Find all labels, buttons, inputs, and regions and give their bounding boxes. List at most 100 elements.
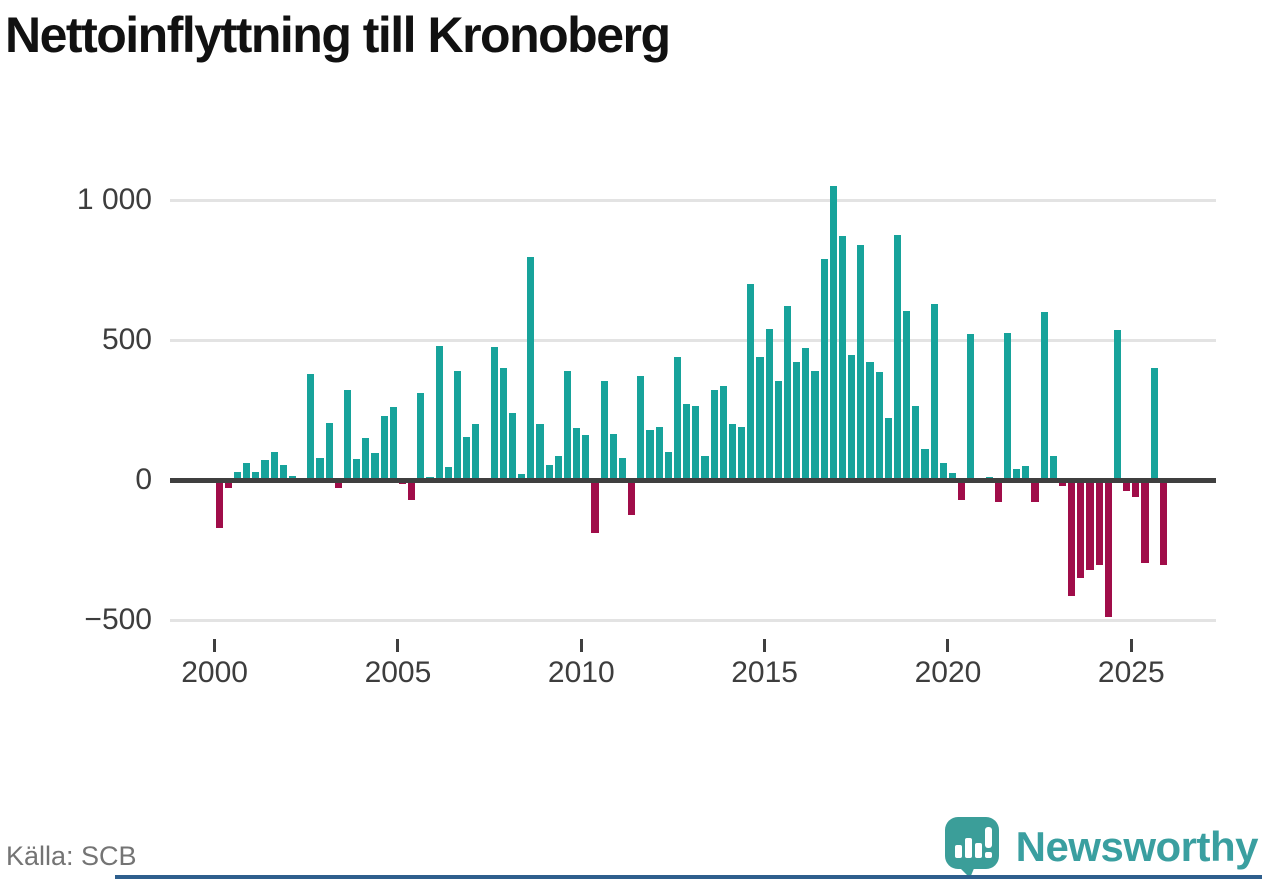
bar-q64 bbox=[802, 348, 810, 480]
bar-q49 bbox=[664, 452, 672, 480]
bar-q30 bbox=[490, 347, 498, 480]
x-axis-label-2015: 2015 bbox=[731, 656, 798, 689]
bar-q54 bbox=[710, 390, 718, 480]
x-axis-label-2025: 2025 bbox=[1097, 656, 1165, 689]
bar-q97 bbox=[1104, 480, 1112, 618]
source-label: Källa: SCB bbox=[6, 841, 137, 871]
bar-q55 bbox=[719, 386, 727, 480]
chart-title: Nettoinflyttning till Kronoberg bbox=[5, 7, 671, 63]
bar-q6 bbox=[270, 452, 278, 480]
bar-q85 bbox=[994, 480, 1002, 503]
bar-q43 bbox=[609, 433, 617, 480]
newsworthy-wordmark: Newsworthy bbox=[1015, 823, 1259, 870]
y-axis-label-500: 500 bbox=[101, 323, 152, 356]
bar-q44 bbox=[618, 457, 627, 480]
bar-q5 bbox=[261, 460, 269, 480]
bar-q57 bbox=[738, 426, 746, 480]
bar-q88 bbox=[1022, 466, 1030, 480]
newsworthy-bubble-chart-icon bbox=[944, 817, 999, 878]
bar-q86 bbox=[1003, 333, 1012, 480]
bar-q100 bbox=[1132, 480, 1140, 497]
bar-q26 bbox=[453, 370, 462, 480]
bar-q19 bbox=[389, 407, 397, 480]
bar-q33 bbox=[518, 474, 526, 480]
x-axis-tick-2000 bbox=[213, 639, 217, 652]
bar-q95 bbox=[1086, 480, 1094, 570]
bar-q11 bbox=[316, 457, 324, 480]
brand-bottom-strip bbox=[115, 875, 1262, 879]
x-axis-tick-2005 bbox=[396, 639, 400, 652]
bar-q28 bbox=[472, 424, 480, 480]
bar-q77 bbox=[921, 449, 929, 480]
y-axis-label--500: −500 bbox=[84, 603, 152, 636]
bar-q50 bbox=[673, 356, 682, 480]
bar-q65 bbox=[811, 370, 819, 480]
bar-q13 bbox=[334, 480, 342, 489]
bar-q91 bbox=[1049, 456, 1057, 480]
bar-q78 bbox=[930, 303, 938, 480]
bar-q21 bbox=[408, 480, 416, 500]
bar-q7 bbox=[279, 464, 287, 480]
bar-q68 bbox=[838, 236, 847, 480]
bar-q36 bbox=[545, 464, 553, 480]
bar-q27 bbox=[463, 436, 471, 480]
bar-q80 bbox=[948, 473, 957, 480]
gridline--500 bbox=[170, 619, 1216, 622]
bar-q59 bbox=[756, 356, 764, 480]
bar-q63 bbox=[793, 362, 801, 480]
bar-q93 bbox=[1068, 480, 1076, 597]
newsworthy-logo[interactable]: Newsworthy bbox=[944, 816, 1259, 878]
bar-q35 bbox=[536, 424, 544, 480]
bar-q90 bbox=[1040, 312, 1048, 480]
bar-q66 bbox=[820, 258, 828, 480]
gridline-1000 bbox=[170, 199, 1216, 202]
bar-q42 bbox=[600, 380, 608, 480]
zero-line bbox=[170, 478, 1216, 483]
bar-q34 bbox=[527, 257, 535, 480]
bar-q53 bbox=[701, 456, 709, 480]
bar-q12 bbox=[325, 422, 333, 480]
bar-q17 bbox=[371, 453, 379, 480]
bar-q82 bbox=[967, 334, 975, 480]
bar-q75 bbox=[903, 310, 911, 480]
bar-q18 bbox=[380, 415, 388, 480]
bar-q56 bbox=[728, 424, 737, 480]
bar-q103 bbox=[1159, 480, 1167, 566]
bar-q45 bbox=[628, 480, 636, 515]
x-axis-tick-2025 bbox=[1129, 639, 1133, 652]
bar-q48 bbox=[655, 426, 663, 480]
y-axis-label-0: 0 bbox=[135, 463, 152, 496]
bar-q37 bbox=[554, 456, 562, 480]
bar-q1 bbox=[224, 480, 232, 489]
bar-q15 bbox=[353, 459, 361, 480]
bar-q87 bbox=[1013, 468, 1021, 480]
x-axis-label-2010: 2010 bbox=[547, 656, 615, 689]
bar-q102 bbox=[1150, 368, 1158, 480]
bar-q58 bbox=[747, 284, 755, 480]
bar-q0 bbox=[215, 480, 223, 528]
bar-q16 bbox=[362, 438, 370, 480]
x-axis-label-2000: 2000 bbox=[181, 656, 248, 689]
bar-q98 bbox=[1113, 330, 1122, 480]
bar-q89 bbox=[1031, 480, 1039, 503]
bar-q3 bbox=[243, 463, 251, 480]
bar-q73 bbox=[884, 418, 892, 480]
bar-q32 bbox=[508, 412, 517, 480]
x-axis-tick-2015 bbox=[763, 639, 767, 652]
bar-q76 bbox=[912, 405, 920, 480]
bar-q74 bbox=[893, 235, 902, 480]
bar-q79 bbox=[939, 463, 947, 480]
x-axis-tick-2020 bbox=[946, 639, 950, 652]
bar-q24 bbox=[435, 345, 443, 480]
x-axis-label-2005: 2005 bbox=[364, 656, 432, 689]
gridline-500 bbox=[170, 339, 1216, 342]
bar-q94 bbox=[1077, 480, 1085, 578]
bar-q22 bbox=[417, 393, 425, 480]
bar-q69 bbox=[848, 355, 856, 480]
bar-q71 bbox=[866, 362, 874, 480]
bar-q61 bbox=[774, 380, 782, 480]
bar-q62 bbox=[783, 306, 792, 480]
bar-q72 bbox=[875, 372, 883, 480]
bar-q39 bbox=[573, 428, 581, 480]
